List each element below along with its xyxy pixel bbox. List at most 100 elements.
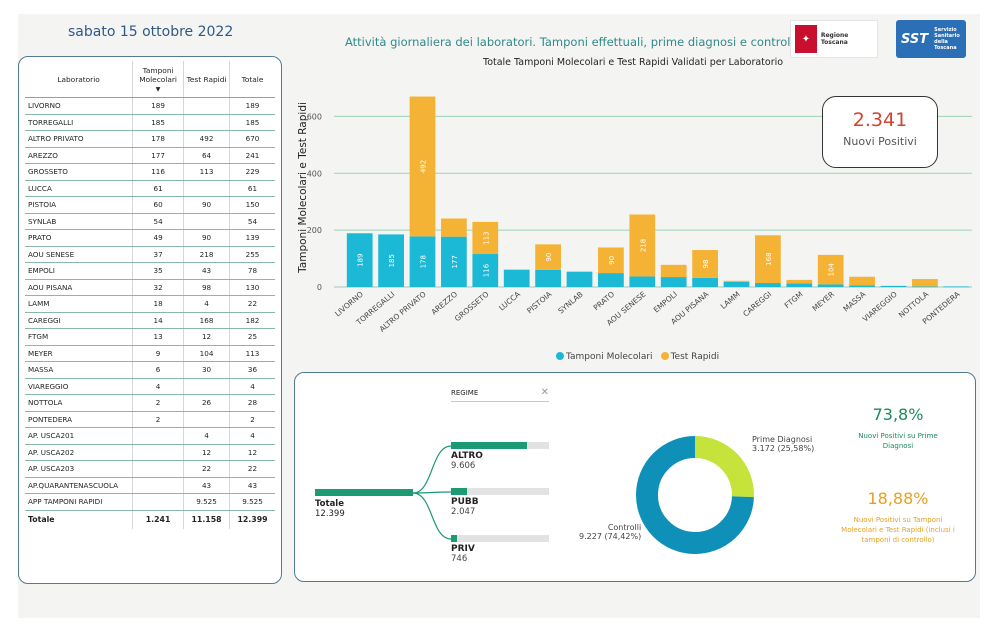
data-label: 90 xyxy=(545,253,553,262)
table-row[interactable]: AREZZO 177 64 241 xyxy=(25,147,275,164)
cell-totale: 670 xyxy=(229,130,275,148)
bar-molecolari xyxy=(943,286,970,288)
cell-test-rapidi: 168 xyxy=(183,312,231,329)
cell-test-rapidi: 4 xyxy=(183,295,231,313)
cell-tamponi: 14 xyxy=(132,312,185,329)
table-row[interactable]: VIAREGGIO 4 4 xyxy=(25,378,275,395)
regime-filter[interactable]: REGIME ✕ xyxy=(451,387,549,402)
cell-laboratorio: EMPOLI xyxy=(25,262,134,280)
data-label: 492 xyxy=(420,160,428,173)
col-header-totale[interactable]: Totale xyxy=(229,61,275,98)
cell-test-rapidi: 113 xyxy=(183,163,231,181)
cell-laboratorio: PISTOIA xyxy=(25,196,134,214)
bar-molecolari xyxy=(692,277,718,287)
table-row[interactable]: PISTOIA 60 90 150 xyxy=(25,196,275,214)
cell-test-rapidi: 4 xyxy=(183,427,231,445)
tree-node-altro[interactable]: ALTRO 9.606 xyxy=(451,442,549,471)
bar-molecolari xyxy=(378,234,404,287)
bar-molecolari xyxy=(849,285,875,287)
cell-tamponi: 6 xyxy=(132,361,185,379)
bar-molecolari xyxy=(566,271,593,287)
x-tick-label: PRATO xyxy=(592,290,617,313)
cell-totale: 2 xyxy=(229,411,275,428)
table-row[interactable]: GROSSETO 116 113 229 xyxy=(25,163,275,181)
table-row[interactable]: PRATO 49 90 139 xyxy=(25,229,275,247)
cell-laboratorio: PRATO xyxy=(25,229,134,247)
table-row[interactable]: LIVORNO 189 189 xyxy=(25,97,275,115)
table-row[interactable]: CAREGGI 14 168 182 xyxy=(25,312,275,329)
table-row[interactable]: LAMM 18 4 22 xyxy=(25,295,275,313)
bar-molecolari xyxy=(346,233,373,287)
col-header-laboratorio[interactable]: Laboratorio xyxy=(25,61,134,98)
cell-test-rapidi: 12 xyxy=(183,444,231,461)
tree-node-priv-fill xyxy=(451,535,457,542)
chart-legend: Tamponi Molecolari Test Rapidi xyxy=(556,352,719,362)
table-row[interactable]: NOTTOLA 2 26 28 xyxy=(25,394,275,412)
kpi-card-nuovi-positivi: 2.341 Nuovi Positivi xyxy=(822,96,938,168)
cell-tamponi: 13 xyxy=(132,328,185,346)
table-row[interactable]: LUCCA 61 61 xyxy=(25,180,275,197)
table-row[interactable]: AP. USCA201 4 4 xyxy=(25,427,275,445)
cell-totale: 12.399 xyxy=(229,509,275,529)
tree-root-node[interactable]: Totale 12.399 xyxy=(315,489,413,519)
cell-test-rapidi xyxy=(183,97,231,115)
bar-test-rapidi xyxy=(692,250,718,278)
table-total-row[interactable]: Totale 1.241 11.158 12.399 xyxy=(25,509,275,529)
col-header-test-rapidi[interactable]: Test Rapidi xyxy=(183,61,231,98)
cell-laboratorio: MEYER xyxy=(25,345,134,362)
legend-item-rapidi[interactable]: Test Rapidi xyxy=(660,352,719,362)
tree-node-pubb[interactable]: PUBB 2.047 xyxy=(451,488,549,517)
cell-laboratorio: LUCCA xyxy=(25,180,134,197)
table-row[interactable]: AOU SENESE 37 218 255 xyxy=(25,246,275,263)
cell-test-rapidi: 218 xyxy=(183,246,231,263)
cell-laboratorio: APP TAMPONI RAPIDI xyxy=(25,493,134,511)
sst-logo-text: Servizio Sanitario della Toscana xyxy=(934,27,960,51)
bar-molecolari xyxy=(755,283,781,287)
table-row[interactable]: TORREGALLI 185 185 xyxy=(25,114,275,131)
table-row[interactable]: EMPOLI 35 43 78 xyxy=(25,262,275,280)
cell-laboratorio: VIAREGGIO xyxy=(25,378,134,395)
table-row[interactable]: ALTRO PRIVATO 178 492 670 xyxy=(25,130,275,148)
table-row[interactable]: AP. USCA202 12 12 xyxy=(25,444,275,461)
close-icon[interactable]: ✕ xyxy=(540,387,549,398)
cell-test-rapidi: 104 xyxy=(183,345,231,362)
table-row[interactable]: AP.QUARANTENASCUOLA 43 43 xyxy=(25,477,275,494)
bar-test-rapidi xyxy=(817,254,844,285)
tree-node-pubb-value: 2.047 xyxy=(451,507,476,517)
bar-molecolari xyxy=(723,281,750,287)
table-row[interactable]: PONTEDERA 2 2 xyxy=(25,411,275,428)
bar-molecolari xyxy=(472,254,499,287)
cell-test-rapidi xyxy=(183,378,231,395)
cell-laboratorio: MASSA xyxy=(25,361,134,379)
data-label: 189 xyxy=(357,253,365,266)
donut-chart xyxy=(636,436,754,554)
tree-node-priv[interactable]: PRIV 746 xyxy=(451,535,549,564)
bar-test-rapidi xyxy=(535,244,561,270)
tree-connector xyxy=(412,492,452,540)
table-row[interactable]: MASSA 6 30 36 xyxy=(25,361,275,379)
cell-test-rapidi xyxy=(183,411,231,428)
legend-item-molecolari[interactable]: Tamponi Molecolari xyxy=(556,352,653,362)
cell-totale: 22 xyxy=(229,460,275,478)
table-row[interactable]: FTGM 13 12 25 xyxy=(25,328,275,346)
cell-test-rapidi: 26 xyxy=(183,394,231,412)
bar-molecolari xyxy=(503,269,530,287)
cell-tamponi: 35 xyxy=(132,262,185,280)
cell-laboratorio: AP. USCA201 xyxy=(25,427,134,445)
chart-title: Totale Tamponi Molecolari e Test Rapidi … xyxy=(483,57,784,68)
table-row[interactable]: AP. USCA203 22 22 xyxy=(25,460,275,478)
table-row[interactable]: APP TAMPONI RAPIDI 9.525 9.525 xyxy=(25,493,275,511)
x-tick-label: GROSSETO xyxy=(453,290,491,324)
data-label: 178 xyxy=(420,255,428,268)
donut-slice-controlli[interactable] xyxy=(636,436,754,554)
table-row[interactable]: AOU PISANA 32 98 130 xyxy=(25,279,275,296)
col-header-tamponi[interactable]: Tamponi Molecolari ▼ xyxy=(132,61,185,98)
cell-tamponi: 60 xyxy=(132,196,185,214)
table-row[interactable]: MEYER 9 104 113 xyxy=(25,345,275,362)
cell-tamponi: 18 xyxy=(132,295,185,313)
bar-test-rapidi xyxy=(660,264,687,278)
table-row[interactable]: SYNLAB 54 54 xyxy=(25,213,275,230)
cell-tamponi: 4 xyxy=(132,378,185,395)
donut-slice-prime-diagnosi[interactable] xyxy=(694,436,754,498)
cell-laboratorio: AREZZO xyxy=(25,147,134,164)
